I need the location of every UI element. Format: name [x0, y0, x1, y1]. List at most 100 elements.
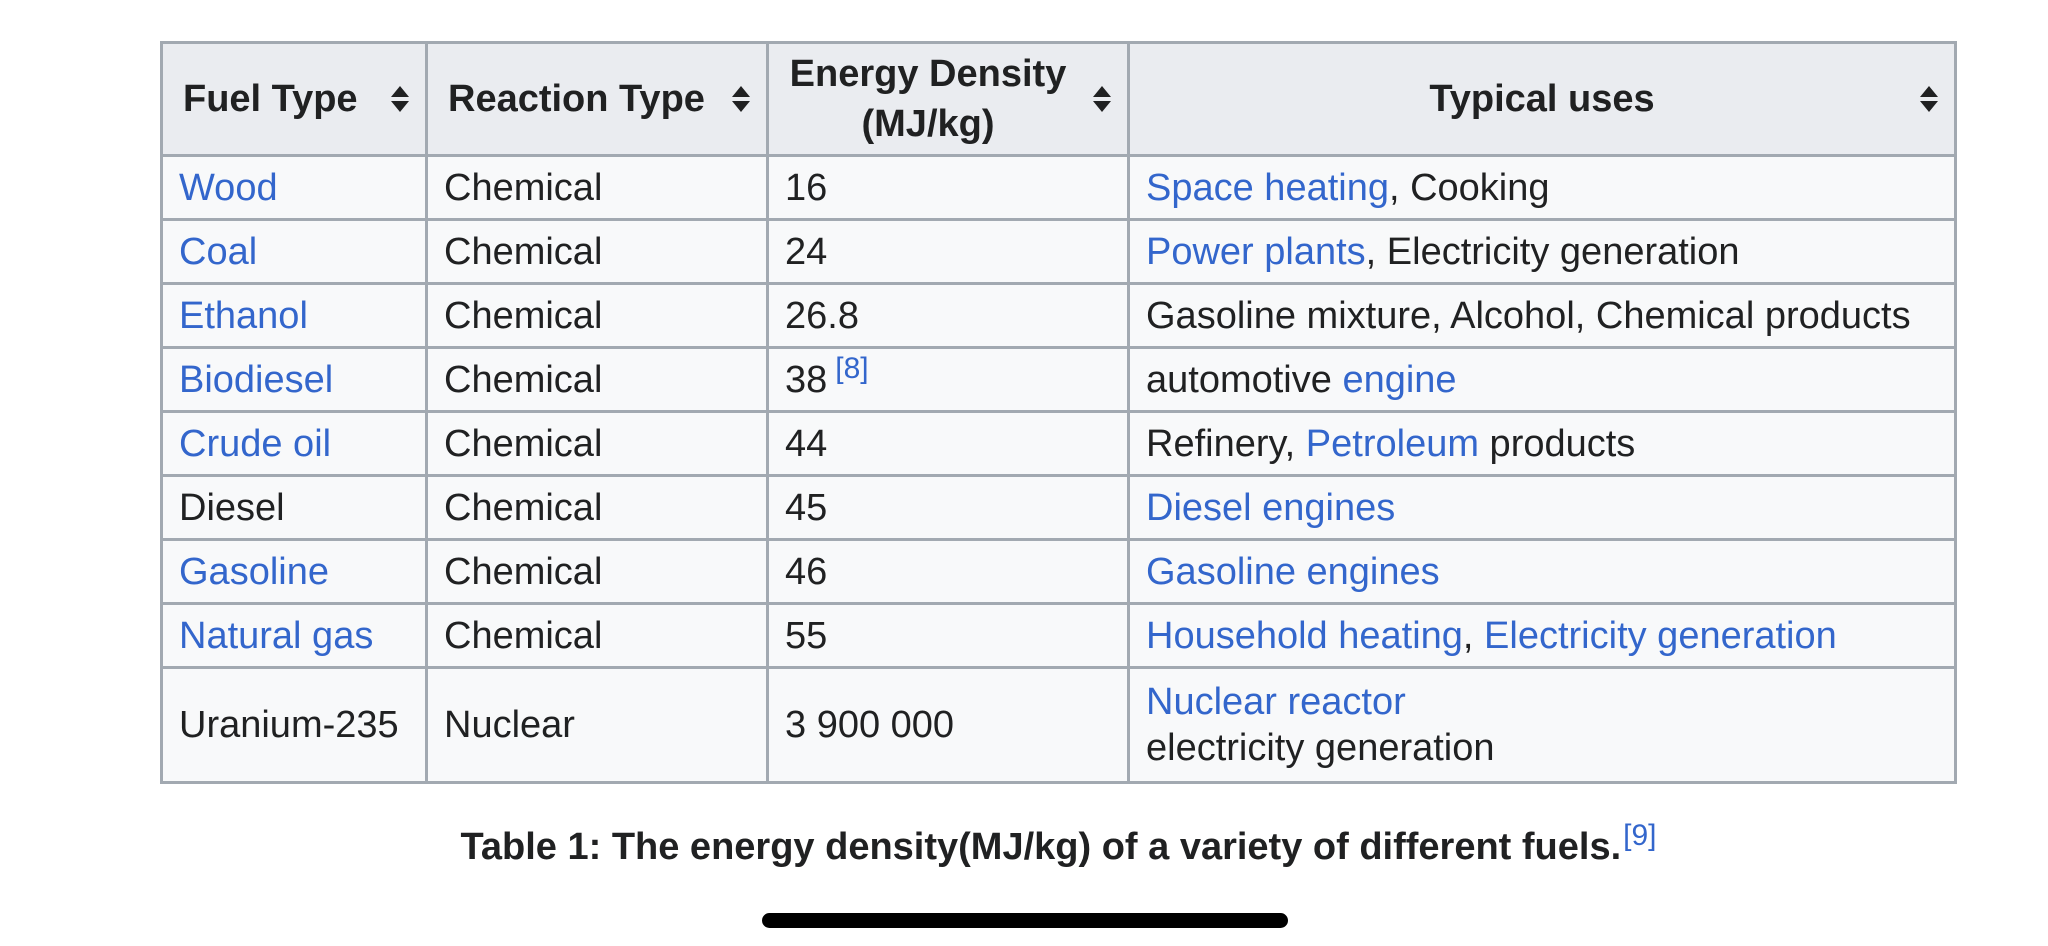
cell-fuel-type: Coal: [160, 218, 428, 285]
cell-reaction-type: Nuclear: [425, 666, 769, 784]
fuel-link[interactable]: Crude oil: [179, 422, 332, 465]
sort-arrows-icon[interactable]: [1920, 86, 1938, 112]
header-fuel-type[interactable]: Fuel Type: [160, 41, 428, 157]
fuel-link[interactable]: Gasoline: [179, 550, 329, 593]
energy-density-table: Fuel Type Reaction Type Energy Density (…: [160, 41, 1957, 784]
cell-energy-density: 16: [766, 154, 1130, 221]
cell-typical-uses: Power plants, Electricity generation: [1127, 218, 1957, 285]
cell-reaction-type: Chemical: [425, 282, 769, 349]
cell-fuel-type: Diesel: [160, 474, 428, 541]
fuel-link[interactable]: Biodiesel: [179, 358, 334, 401]
cell-fuel-type: Ethanol: [160, 282, 428, 349]
cell-fuel-type: Crude oil: [160, 410, 428, 477]
table-header-row: Fuel Type Reaction Type Energy Density (…: [160, 41, 1957, 157]
cell-reaction-type: Chemical: [425, 474, 769, 541]
reference-link[interactable]: [8]: [835, 351, 869, 385]
fuel-text: Uranium-235: [179, 704, 399, 746]
fuel-link[interactable]: Coal: [179, 230, 258, 273]
use-link[interactable]: Power plants: [1146, 230, 1366, 273]
fuel-text: Diesel: [179, 486, 285, 529]
table-body: Wood Chemical 16 Space heating, Cooking Coal…: [160, 154, 1957, 784]
use-text: Refinery,: [1146, 422, 1306, 465]
table-row: Natural gas Chemical 55 Household heating, …: [160, 602, 1957, 669]
cell-typical-uses: Diesel engines: [1127, 474, 1957, 541]
cell-fuel-type: Wood: [160, 154, 428, 221]
cell-typical-uses: Nuclear reactor electricity generation: [1127, 666, 1957, 784]
cell-fuel-type: Natural gas: [160, 602, 428, 669]
fuel-link[interactable]: Wood: [179, 166, 278, 209]
cell-energy-density: 38 [8]: [766, 346, 1130, 413]
use-text: , Electricity generation: [1365, 230, 1740, 273]
table-caption: Table 1: The energy density(MJ/kg) of a …: [160, 821, 1957, 869]
header-energy-density[interactable]: Energy Density (MJ/kg): [766, 41, 1130, 157]
cell-energy-density: 26.8: [766, 282, 1130, 349]
caption-reference-link[interactable]: [9]: [1623, 819, 1657, 852]
cell-reaction-type: Chemical: [425, 602, 769, 669]
header-label-line1: Energy Density: [789, 53, 1067, 95]
cell-energy-density: 24: [766, 218, 1130, 285]
sort-arrows-icon[interactable]: [732, 86, 750, 112]
density-value: 26.8: [785, 294, 859, 337]
cell-energy-density: 3 900 000: [766, 666, 1130, 784]
cell-energy-density: 44: [766, 410, 1130, 477]
density-value: 55: [785, 614, 828, 657]
table-row: Ethanol Chemical 26.8 Gasoline mixture, Alc…: [160, 282, 1957, 349]
table-row: Crude oil Chemical 44 Refinery, Petroleum p…: [160, 410, 1957, 477]
header-label: Energy Density (MJ/kg): [773, 49, 1083, 149]
cell-reaction-type: Chemical: [425, 410, 769, 477]
use-text: automotive: [1146, 358, 1343, 401]
use-link[interactable]: Diesel engines: [1146, 486, 1396, 529]
density-value: 44: [785, 422, 828, 465]
sort-arrows-icon[interactable]: [391, 86, 409, 112]
table-row: Wood Chemical 16 Space heating, Cooking: [160, 154, 1957, 221]
cell-typical-uses: Gasoline mixture, Alcohol, Chemical prod…: [1127, 282, 1957, 349]
cell-energy-density: 55: [766, 602, 1130, 669]
header-reaction-type[interactable]: Reaction Type: [425, 41, 769, 157]
cell-typical-uses: Gasoline engines: [1127, 538, 1957, 605]
table-row: Diesel Chemical 45 Diesel engines: [160, 474, 1957, 541]
use-text: products: [1479, 422, 1636, 465]
cell-reaction-type: Chemical: [425, 218, 769, 285]
use-link[interactable]: Household heating: [1146, 614, 1463, 657]
fuel-link[interactable]: Ethanol: [179, 294, 308, 337]
density-value: 24: [785, 230, 828, 273]
header-label: Reaction Type: [448, 78, 705, 120]
cell-reaction-type: Chemical: [425, 538, 769, 605]
use-text: Gasoline mixture, Alcohol, Chemical prod…: [1146, 294, 1911, 337]
use-link[interactable]: Nuclear reactor: [1146, 681, 1406, 723]
cell-energy-density: 46: [766, 538, 1130, 605]
table-row: Uranium-235 Nuclear 3 900 000 Nuclear react…: [160, 666, 1957, 784]
header-typical-uses[interactable]: Typical uses: [1127, 41, 1957, 157]
density-value: 46: [785, 550, 828, 593]
header-label-line2: (MJ/kg): [861, 103, 995, 145]
density-value: 45: [785, 486, 828, 529]
caption-text: Table 1: The energy density(MJ/kg) of a …: [460, 826, 1622, 868]
cell-typical-uses: Space heating, Cooking: [1127, 154, 1957, 221]
home-indicator-bar: [762, 913, 1288, 928]
use-link[interactable]: engine: [1342, 358, 1457, 401]
cell-reaction-type: Chemical: [425, 346, 769, 413]
use-link[interactable]: Electricity generation: [1484, 614, 1837, 657]
fuel-link[interactable]: Natural gas: [179, 614, 374, 657]
use-text: ,: [1462, 614, 1485, 657]
cell-typical-uses: automotive engine: [1127, 346, 1957, 413]
cell-fuel-type: Uranium-235: [160, 666, 428, 784]
cell-fuel-type: Biodiesel: [160, 346, 428, 413]
density-value: 16: [785, 166, 828, 209]
use-link[interactable]: Petroleum: [1305, 422, 1479, 465]
header-label: Typical uses: [1429, 78, 1655, 120]
cell-typical-uses: Refinery, Petroleum products: [1127, 410, 1957, 477]
cell-reaction-type: Chemical: [425, 154, 769, 221]
density-value: 38: [785, 358, 828, 401]
sort-arrows-icon[interactable]: [1093, 86, 1111, 112]
table-row: Biodiesel Chemical 38 [8] automotive engine: [160, 346, 1957, 413]
cell-fuel-type: Gasoline: [160, 538, 428, 605]
cell-typical-uses: Household heating, Electricity generatio…: [1127, 602, 1957, 669]
use-link[interactable]: Gasoline engines: [1146, 550, 1440, 593]
use-text: electricity generation: [1146, 727, 1495, 769]
table-row: Coal Chemical 24 Power plants, Electricity …: [160, 218, 1957, 285]
use-link[interactable]: Space heating: [1146, 166, 1389, 209]
use-text: , Cooking: [1388, 166, 1550, 209]
cell-energy-density: 45: [766, 474, 1130, 541]
table-row: Gasoline Chemical 46 Gasoline engines: [160, 538, 1957, 605]
